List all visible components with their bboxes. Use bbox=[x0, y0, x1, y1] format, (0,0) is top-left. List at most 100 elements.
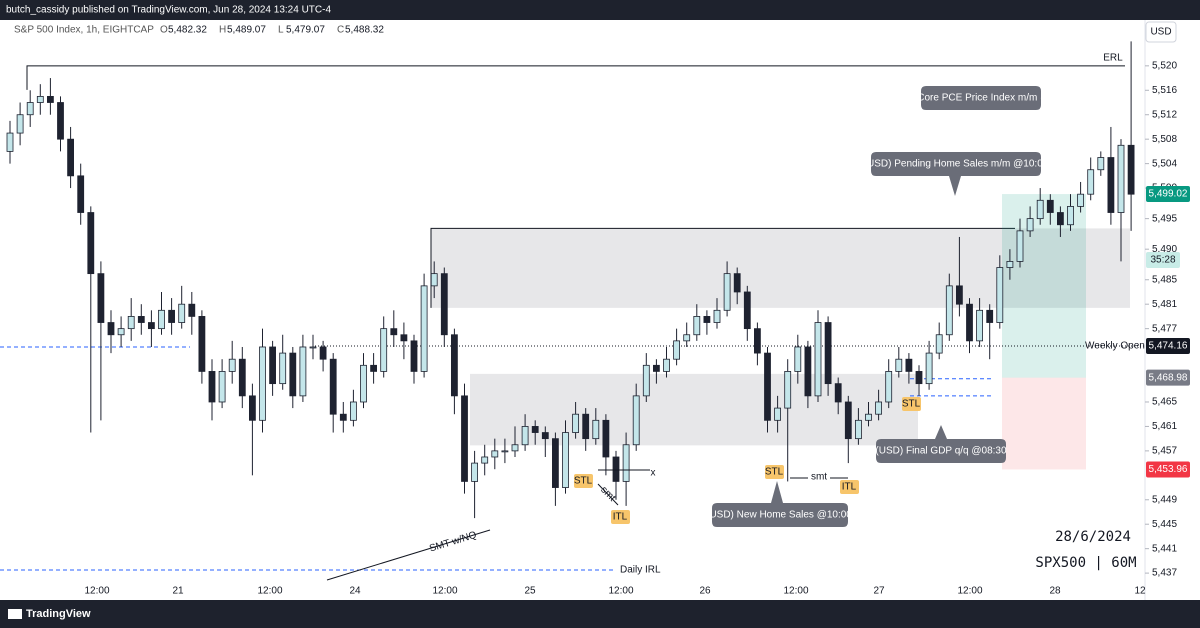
x-tick-label: 24 bbox=[349, 586, 361, 597]
price-label: 5,474.16 bbox=[1149, 341, 1188, 352]
candle-body bbox=[77, 175, 85, 213]
candle-body bbox=[248, 395, 256, 421]
candles bbox=[6, 41, 1135, 519]
candle-body bbox=[653, 364, 660, 372]
candle-body bbox=[1097, 157, 1105, 171]
ohlc-key: L bbox=[278, 25, 284, 36]
candle-body bbox=[521, 426, 529, 446]
y-tick-label: 5,512 bbox=[1152, 109, 1177, 120]
candle-body bbox=[764, 352, 771, 421]
candle-body bbox=[1016, 230, 1024, 262]
candle-body bbox=[622, 444, 630, 482]
candle-body bbox=[541, 432, 549, 440]
candle-body bbox=[582, 413, 590, 440]
candle-body bbox=[309, 346, 317, 349]
candle-body bbox=[1087, 169, 1095, 195]
candle-body bbox=[966, 303, 973, 342]
watermark-symbol: SPX500 | 60M bbox=[1035, 555, 1136, 571]
candle-body bbox=[168, 309, 176, 323]
candle-body bbox=[97, 273, 105, 323]
candle-body bbox=[147, 322, 155, 330]
zone bbox=[431, 228, 1130, 308]
ohlc-value: 5,482.32 bbox=[168, 25, 207, 36]
y-tick-label: 5,461 bbox=[1152, 421, 1177, 432]
candle-body bbox=[87, 212, 95, 275]
bottom-bar bbox=[0, 600, 1200, 628]
candle-body bbox=[188, 303, 196, 317]
x-tick-label: 12:00 bbox=[257, 586, 282, 597]
candle-body bbox=[410, 340, 418, 372]
candle-body bbox=[602, 419, 610, 458]
note-line bbox=[326, 529, 491, 581]
candle-body bbox=[319, 346, 327, 360]
y-tick-label: 5,477 bbox=[1152, 323, 1177, 334]
footer[interactable]: TradingView bbox=[26, 608, 91, 620]
candle-body bbox=[855, 419, 862, 440]
candle-body bbox=[844, 401, 852, 440]
candle-body bbox=[178, 303, 186, 323]
candle-body bbox=[501, 450, 509, 453]
note: smt bbox=[811, 472, 827, 483]
tag-box bbox=[611, 510, 630, 524]
x-tick-label: 26 bbox=[699, 586, 711, 597]
candle-body bbox=[16, 114, 24, 134]
callout: (USD) Core PCE Price Index m/m @08:30 bbox=[887, 93, 1076, 104]
note-line bbox=[597, 483, 619, 506]
candle-body bbox=[1036, 199, 1044, 220]
candle-body bbox=[107, 322, 115, 336]
candle-body bbox=[673, 340, 680, 360]
y-tick-label: 5,445 bbox=[1152, 519, 1177, 530]
logo bbox=[8, 609, 22, 619]
candle-body bbox=[905, 358, 913, 372]
price-label: 5,468.98 bbox=[1149, 372, 1188, 383]
candle-body bbox=[1107, 157, 1115, 213]
callout-box bbox=[871, 152, 1041, 196]
weekly-open-label: Weekly Open bbox=[1085, 341, 1145, 352]
candle-body bbox=[976, 309, 983, 342]
candle-body bbox=[400, 334, 408, 342]
tag: ITL bbox=[842, 482, 857, 493]
candle-body bbox=[663, 358, 670, 372]
candle-body bbox=[612, 456, 620, 482]
candle-body bbox=[26, 102, 34, 116]
ohlc-value: 5,479.07 bbox=[286, 25, 325, 36]
ohlc: O 5,482.32 H 5,489.07 L 5,479.07 C 5,488.32 bbox=[160, 25, 384, 36]
candle-body bbox=[531, 426, 539, 433]
candle-body bbox=[127, 316, 135, 330]
candle-body bbox=[865, 413, 872, 421]
candle-body bbox=[137, 316, 145, 323]
candle-body bbox=[491, 450, 499, 458]
tag-box bbox=[574, 474, 593, 488]
candle-body bbox=[1026, 218, 1034, 232]
erl-label: ERL bbox=[1103, 52, 1123, 63]
publisher: butch_cassidy published on TradingView.c… bbox=[6, 5, 331, 16]
candle-body bbox=[814, 322, 822, 397]
x-axis: 12:00 21 12:00 24 12:00 25 12:00 26 12:00 27 12:00… bbox=[84, 586, 1146, 597]
callout: (USD) Final GDP q/q @08:30 bbox=[875, 446, 1007, 457]
candle-body bbox=[885, 371, 893, 403]
candle-body bbox=[754, 328, 761, 354]
candle-body bbox=[895, 358, 903, 372]
note: x bbox=[651, 468, 656, 479]
x-tick-label: 28 bbox=[1049, 586, 1061, 597]
candle-body bbox=[642, 364, 650, 397]
y-tick-label: 5,457 bbox=[1152, 446, 1177, 457]
y-tick-label: 5,508 bbox=[1152, 134, 1177, 145]
tag-box bbox=[765, 465, 784, 479]
symbol: S&P 500 Index, 1h, EIGHTCAP bbox=[14, 25, 154, 36]
y-axis: 5,437 5,441 5,445 5,449 5,457 5,461 5,465 5,477… bbox=[1145, 60, 1190, 579]
countdown-box bbox=[1146, 252, 1180, 269]
candle-body bbox=[693, 316, 701, 336]
y-tick-label: 5,449 bbox=[1152, 494, 1177, 505]
ohlc-value: 5,488.32 bbox=[345, 25, 384, 36]
candle-body bbox=[804, 346, 812, 397]
y-tick-label: 5,437 bbox=[1152, 568, 1177, 579]
y-tick-label: 5,441 bbox=[1152, 543, 1177, 554]
candle-body bbox=[774, 407, 781, 421]
currency-box[interactable] bbox=[1145, 21, 1177, 43]
candle-body bbox=[713, 309, 721, 323]
callout: (USD) Pending Home Sales m/m @10:00 bbox=[864, 159, 1049, 170]
candle-body bbox=[360, 364, 367, 403]
candle-body bbox=[228, 358, 236, 372]
candle-body bbox=[67, 138, 74, 177]
